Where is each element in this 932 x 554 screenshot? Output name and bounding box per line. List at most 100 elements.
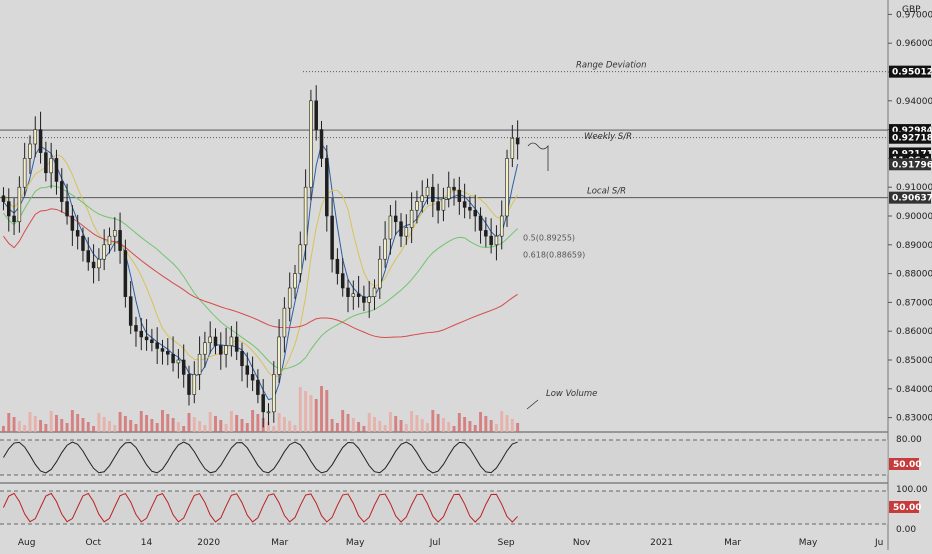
candle bbox=[203, 342, 207, 355]
volume-bar bbox=[463, 417, 467, 432]
volume-bar bbox=[229, 411, 233, 432]
candle bbox=[181, 359, 186, 375]
volume-bar bbox=[441, 418, 445, 432]
volume-bar bbox=[240, 419, 244, 432]
candle bbox=[287, 287, 292, 309]
volume-bar bbox=[245, 423, 249, 432]
time-tick-label: May bbox=[346, 538, 365, 548]
candle bbox=[44, 152, 48, 174]
volume-bar bbox=[123, 416, 127, 432]
oscillator-badge-label: 50.00 bbox=[893, 460, 921, 470]
volume-bar bbox=[399, 420, 403, 432]
volume-bar bbox=[198, 421, 202, 432]
volume-bar bbox=[44, 424, 48, 432]
volume-bar bbox=[298, 387, 302, 432]
candle bbox=[256, 379, 260, 395]
volume-bar bbox=[320, 386, 323, 432]
volume-bar bbox=[346, 414, 350, 432]
price-axis: 0.970000.960000.950000.940000.930000.920… bbox=[888, 5, 932, 424]
volume-bar bbox=[426, 423, 429, 432]
candle bbox=[65, 201, 69, 217]
volume-bar bbox=[489, 420, 493, 432]
volume-bar bbox=[293, 425, 297, 432]
price-tag bbox=[889, 158, 931, 171]
oscillators: 80.00 50.00 100.00 0.00 50.00 bbox=[0, 435, 928, 535]
volume-bar bbox=[436, 414, 440, 432]
price-tick-label: 0.96000 bbox=[896, 39, 932, 49]
volume-bar bbox=[452, 426, 456, 432]
candle bbox=[441, 198, 446, 211]
candle bbox=[484, 230, 488, 237]
volume-bar bbox=[304, 391, 308, 432]
candle bbox=[70, 215, 75, 231]
volume-bar bbox=[373, 417, 376, 432]
volume-bar bbox=[447, 422, 451, 432]
volume-bar bbox=[341, 410, 345, 432]
volume-bar bbox=[134, 424, 138, 432]
annotation-weekly-sr: Weekly S/R bbox=[584, 132, 632, 142]
time-tick-label: 2020 bbox=[197, 538, 220, 548]
price-tag bbox=[889, 65, 931, 78]
candle bbox=[224, 345, 228, 355]
candle bbox=[494, 235, 499, 246]
volume-bar bbox=[81, 418, 85, 432]
volume-bar bbox=[378, 421, 382, 432]
volume-bar bbox=[510, 419, 514, 432]
candle bbox=[213, 336, 218, 346]
volume-bar bbox=[187, 413, 191, 432]
candle bbox=[325, 158, 329, 217]
volume-bar bbox=[256, 414, 260, 432]
candle bbox=[346, 287, 350, 297]
volume-bar bbox=[431, 410, 435, 432]
volume-bars bbox=[2, 386, 520, 432]
volume-bar bbox=[288, 421, 292, 432]
oscillator-band bbox=[0, 491, 888, 524]
time-tick-label: Nov bbox=[573, 538, 591, 548]
candle bbox=[60, 181, 64, 202]
oscillator-level-label: 0.00 bbox=[896, 525, 916, 535]
candle bbox=[298, 244, 303, 274]
candle bbox=[107, 235, 112, 246]
volume-bar bbox=[420, 419, 424, 432]
candle bbox=[187, 374, 191, 395]
price-tick-label: 0.91000 bbox=[896, 183, 932, 193]
volume-bar bbox=[102, 417, 106, 432]
candle bbox=[28, 143, 32, 159]
candle bbox=[197, 353, 202, 375]
candle bbox=[282, 307, 287, 338]
volume-bar bbox=[155, 423, 159, 432]
candle bbox=[404, 227, 409, 237]
candle bbox=[208, 336, 212, 344]
annotation-local-sr: Local S/R bbox=[587, 187, 626, 197]
volume-bar bbox=[208, 412, 212, 432]
candle bbox=[425, 186, 430, 197]
candle bbox=[277, 336, 281, 375]
price-tick-label: 0.87000 bbox=[896, 298, 932, 308]
price-tick-label: 0.83000 bbox=[896, 414, 932, 424]
oscillator-level-label: 100.00 bbox=[896, 485, 928, 495]
candle bbox=[245, 365, 250, 375]
time-tick-label: Oct bbox=[85, 538, 101, 548]
candle bbox=[505, 158, 509, 217]
volume-bar bbox=[17, 421, 21, 432]
candle bbox=[81, 235, 85, 251]
candle bbox=[234, 336, 239, 352]
volume-bar bbox=[60, 419, 64, 432]
fib-label: 0.5(0.89255) bbox=[523, 233, 575, 242]
volume-bar bbox=[219, 420, 223, 432]
candle bbox=[91, 261, 96, 269]
candle bbox=[468, 207, 472, 211]
time-tick-label: Mar bbox=[271, 538, 288, 548]
volume-bar bbox=[277, 413, 281, 432]
ma-100-line bbox=[3, 185, 518, 370]
candle bbox=[510, 137, 515, 159]
oscillator-badge bbox=[889, 458, 919, 470]
volume-bar bbox=[2, 426, 5, 432]
volume-bar bbox=[49, 411, 53, 432]
candle bbox=[171, 353, 175, 364]
volume-bar bbox=[65, 423, 69, 432]
candle bbox=[399, 221, 403, 237]
candle bbox=[118, 230, 122, 251]
candle bbox=[102, 244, 106, 260]
